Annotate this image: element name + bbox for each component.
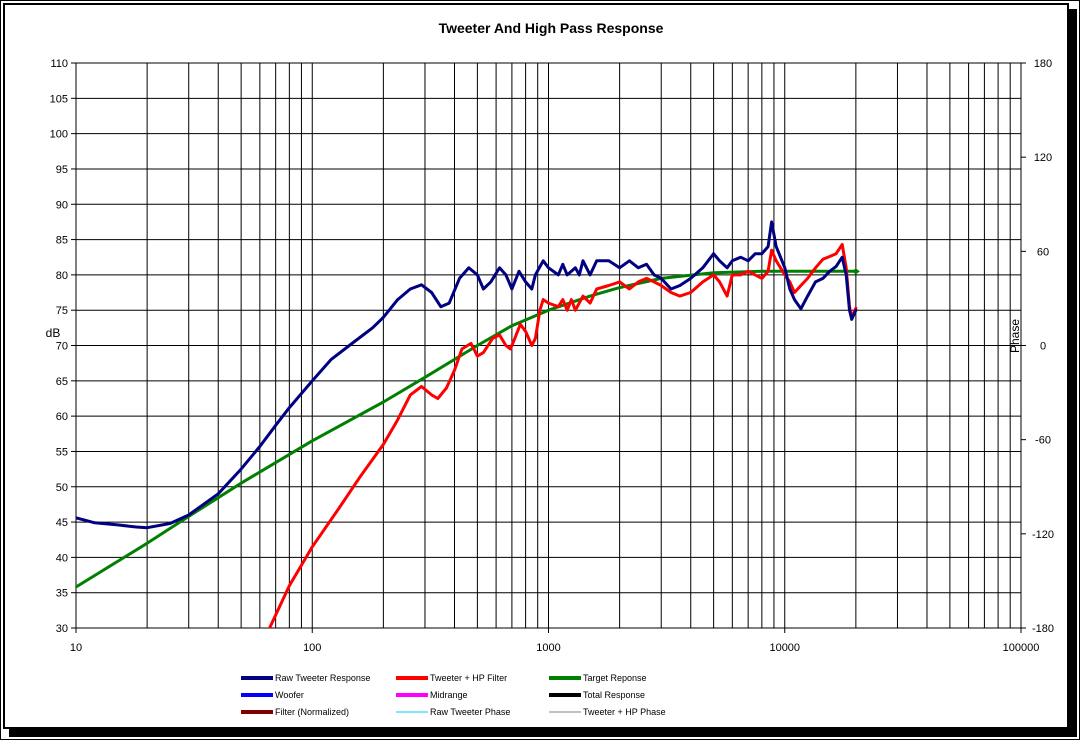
legend-label: Raw Tweeter Phase (430, 707, 510, 717)
tick-labels: 1101051009590858075706560555045403530180… (50, 58, 1054, 654)
y-tick-label: 65 (56, 376, 68, 388)
chart-frame-border (3, 3, 1069, 729)
y2-tick-label: -120 (1032, 529, 1054, 541)
y2-tick-label: -180 (1032, 623, 1054, 635)
y2-tick-label: 120 (1034, 152, 1052, 164)
y-tick-label: 45 (56, 517, 68, 529)
y-tick-label: 95 (56, 164, 68, 176)
y-tick-label: 60 (56, 411, 68, 423)
legend-label: Tweeter + HP Filter (430, 673, 507, 683)
x-tick-label: 10000 (769, 642, 800, 654)
x-tick-label: 10 (70, 642, 82, 654)
legend-label: Raw Tweeter Response (275, 673, 370, 683)
y-tick-label: 40 (56, 552, 68, 564)
y-tick-label: 35 (56, 588, 68, 600)
y-tick-label: 50 (56, 482, 68, 494)
x-tick-label: 100000 (1003, 642, 1040, 654)
y-tick-label: 100 (50, 129, 68, 141)
frame-shadow-bottom (9, 729, 1077, 737)
series-line-target-reponse (76, 269, 858, 589)
y-tick-label: 70 (56, 341, 68, 353)
series-lines (76, 220, 858, 628)
y2-axis-label: Phase (1008, 319, 1022, 353)
series-line-tweeter-hp-filter (268, 243, 858, 628)
y-tick-label: 75 (56, 305, 68, 317)
y-tick-label: 105 (50, 93, 68, 105)
frame-shadow-right (1069, 9, 1077, 737)
y2-tick-label: 180 (1034, 58, 1052, 70)
y-tick-label: 90 (56, 199, 68, 211)
legend-label: Woofer (275, 690, 304, 700)
legend-label: Filter (Normalized) (275, 707, 349, 717)
legend-label: Target Reponse (583, 673, 647, 683)
y-tick-label: 85 (56, 235, 68, 247)
series-line-raw-tweeter-response (76, 220, 858, 530)
x-tick-label: 1000 (536, 642, 560, 654)
y-tick-label: 55 (56, 446, 68, 458)
legend-label: Total Response (583, 690, 645, 700)
legend-label: Midrange (430, 690, 468, 700)
y2-tick-label: 0 (1040, 341, 1046, 353)
y-tick-label: 110 (50, 58, 68, 70)
x-tick-label: 100 (303, 642, 321, 654)
y-tick-label: 80 (56, 270, 68, 282)
target-end-marker (851, 268, 860, 275)
legend-label: Tweeter + HP Phase (583, 707, 666, 717)
y-tick-label: 30 (56, 623, 68, 635)
y2-tick-label: -60 (1035, 435, 1051, 447)
grid (71, 62, 1026, 633)
legend: Raw Tweeter Response Tweeter + HP Filter T… (241, 673, 666, 717)
y-axis-label: dB (46, 326, 61, 340)
y2-tick-label: 60 (1037, 246, 1049, 258)
chart-title: Tweeter And High Pass Response (439, 20, 664, 36)
